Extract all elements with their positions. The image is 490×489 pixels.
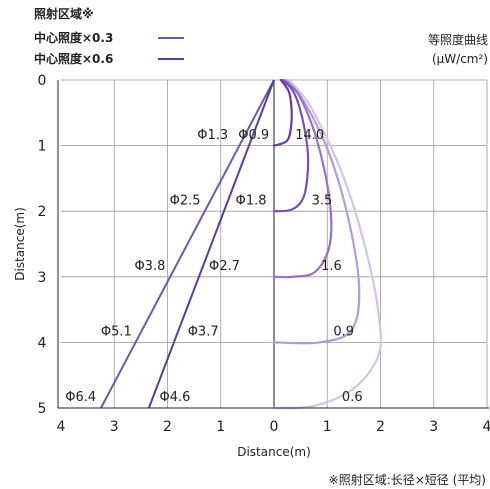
x-tick-label: 2: [163, 419, 172, 435]
x-tick-label: 0: [270, 419, 279, 435]
area-label: Φ6.4: [65, 390, 96, 405]
area-label: Φ3.7: [188, 325, 219, 340]
iso-curve: [272, 78, 383, 410]
data-labels: Φ1.3 Φ0.9 Φ2.5 Φ1.8 Φ3.8 Φ2.7 Φ5.1 Φ3.7 Φ6.4 Φ4.6…: [65, 128, 362, 405]
iso-curve-label: 1.6: [321, 259, 342, 274]
area-label: Φ2.5: [170, 193, 201, 208]
iso-curve: [272, 78, 310, 213]
area-label: Φ3.8: [134, 259, 165, 274]
x-tick-label: 2: [376, 419, 385, 435]
x-tick-label: 3: [429, 419, 438, 435]
area-label: Φ5.1: [101, 325, 132, 340]
y-tick-label: 0: [38, 73, 47, 89]
iso-curve-label: 14.0: [295, 128, 324, 143]
iso-title-line2: (μW/cm²): [432, 52, 488, 66]
area-label: Φ1.8: [236, 193, 267, 208]
x-tick-label: 1: [323, 419, 332, 435]
iso-curve: [272, 78, 333, 279]
y-axis-title: Distance(m): [13, 207, 27, 281]
x-tick-label: 4: [483, 419, 490, 435]
area-label: Φ1.3: [197, 128, 228, 143]
iso-curve-label: 0.9: [333, 325, 354, 340]
y-tick-label: 4: [38, 335, 47, 351]
area-label: Φ4.6: [159, 390, 190, 405]
area-label: Φ0.9: [238, 128, 269, 143]
iso-curve: [272, 78, 293, 147]
x-tick-label: 4: [57, 419, 66, 435]
legend-label-1: 中心照度×0.6: [34, 51, 113, 66]
legend-title: 照射区域※: [34, 6, 94, 21]
iso-title-line1: 等照度曲线: [428, 32, 488, 47]
iso-curve: [272, 78, 361, 345]
y-tick-label: 1: [38, 139, 47, 155]
legend-label-0: 中心照度×0.3: [34, 30, 113, 45]
y-tick-label: 5: [38, 401, 47, 417]
x-axis-title: Distance(m): [237, 445, 311, 459]
x-tick-label: 1: [216, 419, 225, 435]
beam-line: [147, 79, 275, 409]
iso-curves: [272, 78, 383, 410]
iso-curve-label: 3.5: [312, 193, 333, 208]
beam-lines: [100, 79, 275, 409]
area-label: Φ2.7: [209, 259, 240, 274]
beam-line: [100, 79, 275, 409]
y-tick-label: 3: [38, 270, 47, 286]
y-tick-label: 2: [38, 204, 47, 220]
x-tick-label: 3: [110, 419, 119, 435]
footnote: ※照射区域:长径×短径 (平均): [329, 472, 486, 487]
iso-curve-label: 0.6: [342, 390, 363, 405]
